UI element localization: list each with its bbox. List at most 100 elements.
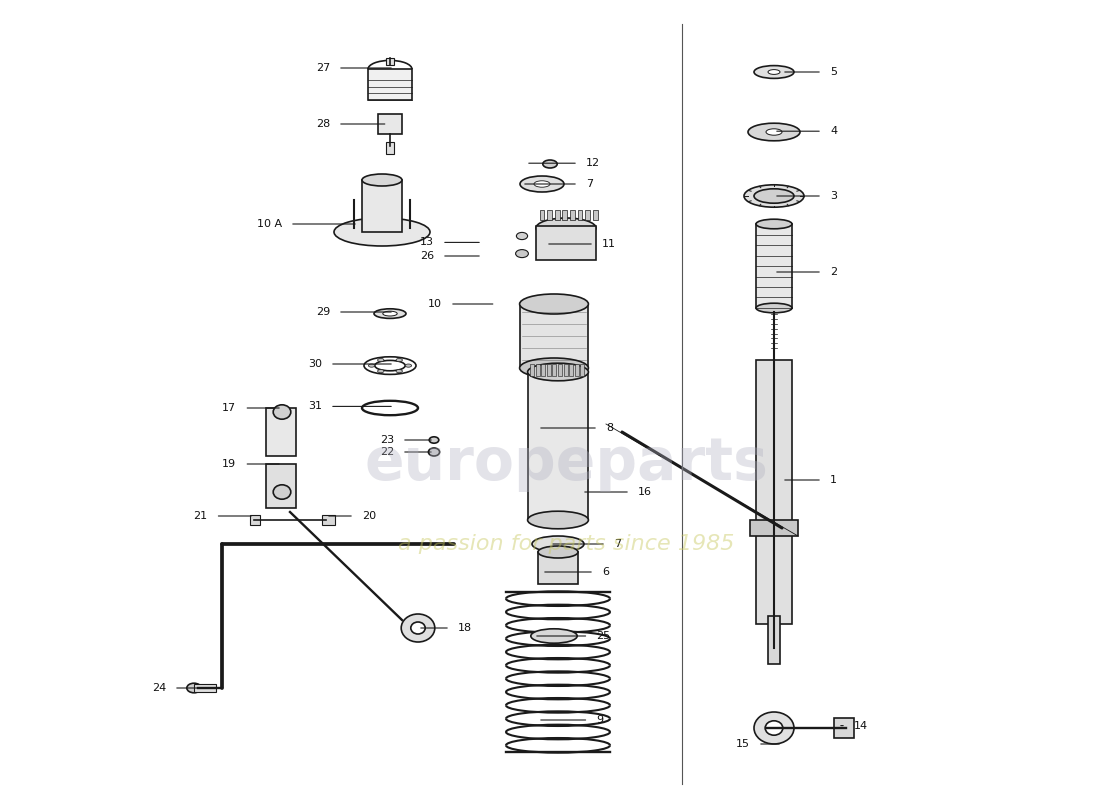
Ellipse shape — [377, 370, 384, 373]
Text: 5: 5 — [830, 67, 837, 77]
Bar — [585, 210, 590, 220]
Bar — [558, 364, 562, 376]
Bar — [834, 718, 854, 738]
Text: 17: 17 — [222, 403, 236, 413]
Ellipse shape — [756, 219, 792, 229]
Bar — [250, 515, 260, 525]
Bar — [581, 364, 584, 376]
Ellipse shape — [428, 448, 440, 456]
Text: europeparts: europeparts — [364, 435, 768, 493]
Ellipse shape — [531, 629, 578, 643]
Text: 31: 31 — [308, 402, 322, 411]
Text: 22: 22 — [379, 447, 394, 457]
Ellipse shape — [273, 485, 290, 499]
Ellipse shape — [368, 364, 375, 367]
Ellipse shape — [528, 363, 588, 381]
Ellipse shape — [519, 358, 588, 378]
Text: 28: 28 — [316, 119, 330, 129]
Ellipse shape — [410, 622, 426, 634]
Bar — [537, 226, 595, 260]
Text: 8: 8 — [606, 423, 613, 433]
Ellipse shape — [516, 250, 528, 258]
Bar — [266, 464, 296, 508]
Bar — [536, 364, 540, 376]
Bar — [368, 70, 412, 100]
Bar — [538, 552, 578, 584]
Bar — [528, 372, 588, 520]
Text: 7: 7 — [614, 539, 622, 549]
Bar — [547, 364, 551, 376]
Bar — [194, 684, 217, 692]
Ellipse shape — [187, 683, 201, 693]
Bar — [322, 515, 334, 525]
Text: 29: 29 — [316, 307, 330, 317]
Ellipse shape — [383, 311, 397, 316]
Ellipse shape — [374, 309, 406, 318]
Text: 16: 16 — [638, 487, 652, 497]
Text: 25: 25 — [596, 631, 611, 641]
Ellipse shape — [756, 303, 792, 313]
Ellipse shape — [377, 358, 384, 362]
Ellipse shape — [532, 536, 584, 552]
Bar — [554, 210, 560, 220]
Ellipse shape — [744, 185, 804, 207]
Text: 24: 24 — [152, 683, 166, 693]
Ellipse shape — [396, 370, 403, 373]
Text: 18: 18 — [458, 623, 472, 633]
Bar — [362, 180, 402, 232]
Bar — [756, 224, 792, 308]
Bar — [386, 142, 394, 154]
Bar — [541, 364, 546, 376]
Ellipse shape — [362, 174, 402, 186]
Bar — [378, 114, 402, 134]
Ellipse shape — [766, 721, 783, 735]
Text: 13: 13 — [420, 238, 434, 247]
Bar — [575, 364, 579, 376]
Bar — [386, 58, 394, 65]
Bar — [519, 304, 588, 368]
Text: 7: 7 — [586, 179, 593, 189]
Bar — [578, 210, 582, 220]
Bar — [756, 360, 792, 624]
Text: 20: 20 — [362, 511, 376, 521]
Ellipse shape — [754, 66, 794, 78]
Text: a passion for parts since 1985: a passion for parts since 1985 — [398, 534, 734, 554]
Ellipse shape — [516, 232, 528, 240]
Text: 3: 3 — [830, 191, 837, 201]
Bar — [547, 210, 552, 220]
Ellipse shape — [273, 405, 290, 419]
Ellipse shape — [334, 218, 430, 246]
Text: 19: 19 — [222, 459, 236, 469]
Text: 26: 26 — [420, 251, 434, 261]
Ellipse shape — [754, 712, 794, 744]
Ellipse shape — [768, 70, 780, 74]
Text: 23: 23 — [379, 435, 394, 445]
Ellipse shape — [405, 364, 411, 367]
Text: 30: 30 — [308, 359, 322, 369]
Ellipse shape — [396, 358, 403, 362]
Bar — [569, 364, 573, 376]
Ellipse shape — [754, 189, 794, 203]
Ellipse shape — [402, 614, 434, 642]
Ellipse shape — [542, 160, 558, 168]
Bar — [563, 364, 568, 376]
Bar — [768, 616, 780, 664]
Ellipse shape — [536, 218, 596, 238]
Bar — [570, 210, 575, 220]
Text: 9: 9 — [596, 715, 604, 725]
Ellipse shape — [534, 181, 550, 187]
Bar — [593, 210, 597, 220]
Text: 15: 15 — [736, 739, 750, 749]
Ellipse shape — [748, 123, 800, 141]
Text: 14: 14 — [854, 721, 868, 730]
Text: 10: 10 — [428, 299, 442, 309]
Bar — [540, 210, 544, 220]
Bar — [562, 210, 568, 220]
Ellipse shape — [538, 546, 578, 558]
Text: 10 A: 10 A — [257, 219, 282, 229]
Ellipse shape — [528, 511, 588, 529]
Bar — [530, 364, 533, 376]
Text: 27: 27 — [316, 63, 330, 73]
Ellipse shape — [519, 294, 588, 314]
Bar — [552, 364, 557, 376]
